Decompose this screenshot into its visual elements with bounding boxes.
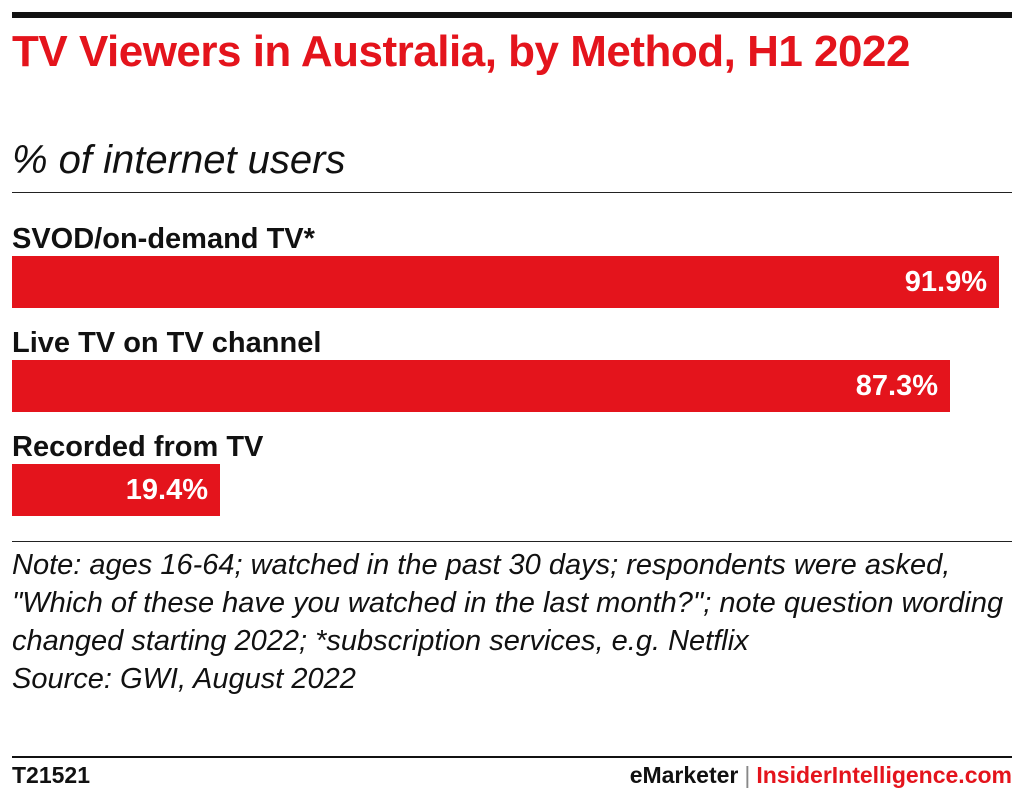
brand-insider-intelligence: InsiderIntelligence.com [756, 762, 1012, 788]
chart-note: Note: ages 16-64; watched in the past 30… [12, 546, 1012, 698]
bottom-rule [12, 756, 1012, 758]
chart-id: T21521 [12, 762, 91, 788]
bar [12, 256, 999, 308]
note-text: ages 16-64; watched in the past 30 days;… [12, 549, 1004, 657]
chart-title: TV Viewers in Australia, by Method, H1 2… [12, 27, 910, 76]
title-divider [12, 192, 1012, 193]
note-label: Note: [12, 549, 82, 581]
brand-separator: | [744, 762, 751, 788]
bar-value-label: 19.4% [125, 474, 208, 506]
bar [12, 360, 950, 412]
brand-emarketer: eMarketer [629, 762, 739, 788]
category-label: Live TV on TV channel [12, 327, 322, 359]
note-divider [12, 541, 1012, 542]
category-label: Recorded from TV [12, 431, 264, 463]
category-label: SVOD/on-demand TV* [12, 223, 315, 255]
bar [12, 464, 220, 516]
source-text: Source: GWI, August 2022 [12, 663, 356, 695]
bar-value-label: 87.3% [855, 370, 938, 402]
top-rule [12, 12, 1012, 18]
chart-subtitle: % of internet users [12, 138, 346, 182]
bar-value-label: 91.9% [904, 266, 987, 298]
footer-brand: eMarketer | InsiderIntelligence.com [630, 760, 1012, 790]
